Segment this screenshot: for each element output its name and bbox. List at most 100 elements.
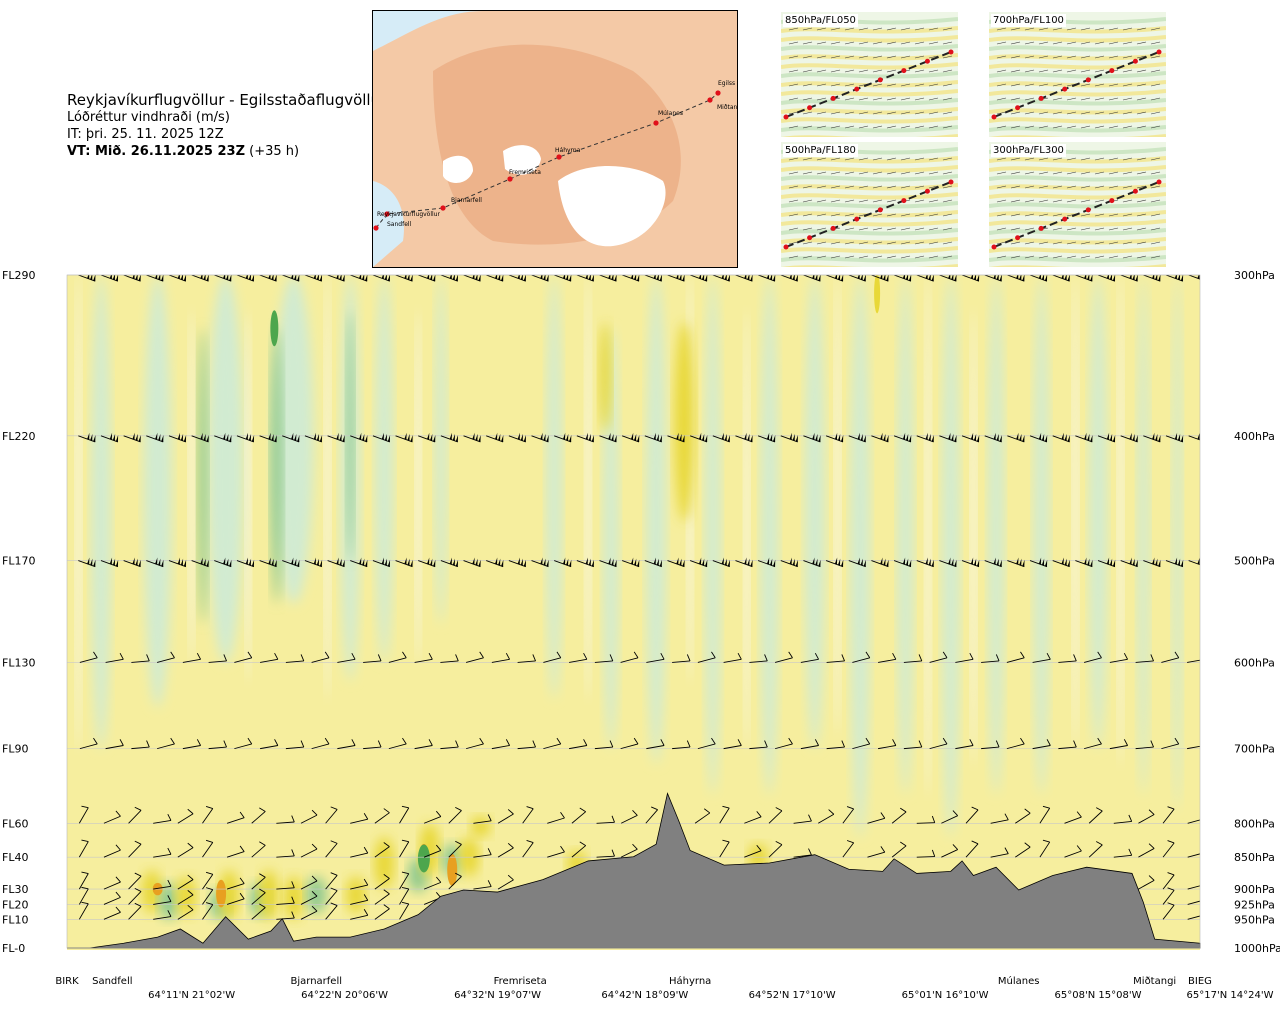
thumb-waypoint — [783, 114, 789, 120]
barb-flag — [727, 559, 730, 567]
thumb-barb — [872, 171, 883, 175]
thumb-waypoint — [877, 207, 883, 213]
thumb-barb — [996, 213, 1007, 217]
near-zero-region — [925, 275, 932, 795]
barb-feather — [952, 810, 959, 816]
barb-feather — [1167, 840, 1175, 844]
barb-flag — [362, 433, 365, 441]
thumb-barb — [830, 41, 841, 45]
barb-flag — [520, 433, 523, 441]
barb-feather — [1076, 811, 1082, 818]
wind-barb — [547, 812, 565, 824]
wind-barb — [961, 275, 980, 282]
barb-staff — [374, 878, 390, 890]
barb-feather — [532, 654, 536, 662]
barb-flag — [993, 557, 996, 565]
thumbnail-map-850[interactable]: 850hPa/FL050 — [781, 12, 958, 137]
barb-flag — [248, 433, 252, 441]
thumb-waypoint — [924, 188, 930, 194]
barb-flag — [206, 559, 209, 567]
wind-barb — [350, 432, 368, 443]
barb-staff — [208, 746, 227, 750]
wind-barb — [508, 432, 527, 443]
barb-staff — [202, 874, 214, 890]
barb-flag — [970, 557, 974, 565]
barb-feather — [942, 737, 948, 745]
barb-flag — [724, 275, 727, 281]
barb-staff — [576, 560, 594, 568]
barb-staff — [871, 275, 889, 282]
barb-flag — [206, 275, 209, 282]
wind-barb — [236, 275, 255, 282]
barb-flag — [495, 432, 498, 440]
thumbnail-map-300[interactable]: 300hPa/FL300 — [989, 142, 1166, 267]
thumbnail-map-500[interactable]: 500hPa/FL180 — [781, 142, 958, 267]
barb-flag — [138, 559, 141, 567]
barb-feather — [170, 651, 175, 659]
barb-staff — [202, 904, 214, 920]
barb-flag — [319, 434, 323, 442]
barb-flag — [381, 432, 384, 440]
flight-level-label: FL90 — [2, 743, 28, 756]
barb-flag — [591, 559, 595, 567]
thumb-field — [989, 116, 1166, 124]
thumb-barb — [830, 111, 841, 115]
pressure-label: 925hPa — [1234, 898, 1275, 911]
thumb-field — [989, 219, 1166, 227]
wind-barb — [1162, 840, 1175, 858]
thumb-barb — [1052, 97, 1063, 101]
barb-staff — [251, 811, 266, 824]
barb-staff — [276, 887, 295, 890]
thumb-barb — [942, 157, 953, 161]
wind-barb — [304, 557, 323, 568]
barb-staff — [984, 560, 1002, 568]
barb-flag — [449, 432, 452, 440]
barb-flag — [498, 433, 501, 441]
wind-barb — [517, 740, 536, 750]
barb-staff — [554, 560, 572, 568]
barb-staff — [571, 845, 587, 858]
barb-feather — [611, 849, 615, 857]
barb-flag — [676, 275, 679, 279]
near-zero-region — [188, 311, 195, 663]
wind-barb — [214, 275, 232, 282]
barb-staff — [1120, 560, 1138, 568]
pressure-label: 600hPa — [1234, 656, 1275, 669]
thumb-barb — [942, 125, 953, 129]
thumb-barb — [996, 185, 1007, 189]
near-zero-region — [834, 275, 841, 733]
barb-flag — [384, 275, 387, 281]
barb-flag — [135, 275, 138, 281]
thumb-barb — [886, 171, 897, 175]
thumb-barb — [872, 55, 883, 59]
wind-barb — [508, 275, 526, 282]
barb-staff — [78, 275, 96, 282]
barb-staff — [867, 817, 885, 824]
barb-staff — [667, 275, 685, 282]
barb-staff — [350, 899, 368, 905]
barb-flag — [905, 433, 909, 441]
thumb-barb — [872, 227, 883, 231]
thumbnail-map-700[interactable]: 700hPa/FL100 — [989, 12, 1166, 137]
wind-barb — [259, 275, 277, 282]
thumb-barb — [1080, 125, 1091, 129]
barb-staff — [177, 894, 194, 905]
thumb-barb — [1094, 171, 1105, 175]
barb-staff — [226, 851, 245, 858]
wind-barb — [852, 651, 871, 663]
thumb-field — [781, 71, 958, 79]
barb-feather — [1020, 651, 1025, 659]
lift-cell — [374, 837, 395, 890]
coordinate-label: 64°42'N 18°09'W — [601, 990, 688, 1001]
wind-barb — [1162, 872, 1175, 890]
wind-barb — [689, 557, 708, 568]
barb-flag — [744, 275, 747, 279]
barb-flag — [569, 559, 572, 567]
lift-cell — [283, 876, 304, 920]
wind-barb — [304, 275, 323, 282]
barb-staff — [497, 847, 514, 858]
wind-barb — [105, 739, 124, 750]
wind-barb — [300, 875, 318, 890]
barb-flag — [1038, 275, 1042, 279]
wind-barb — [276, 911, 295, 920]
